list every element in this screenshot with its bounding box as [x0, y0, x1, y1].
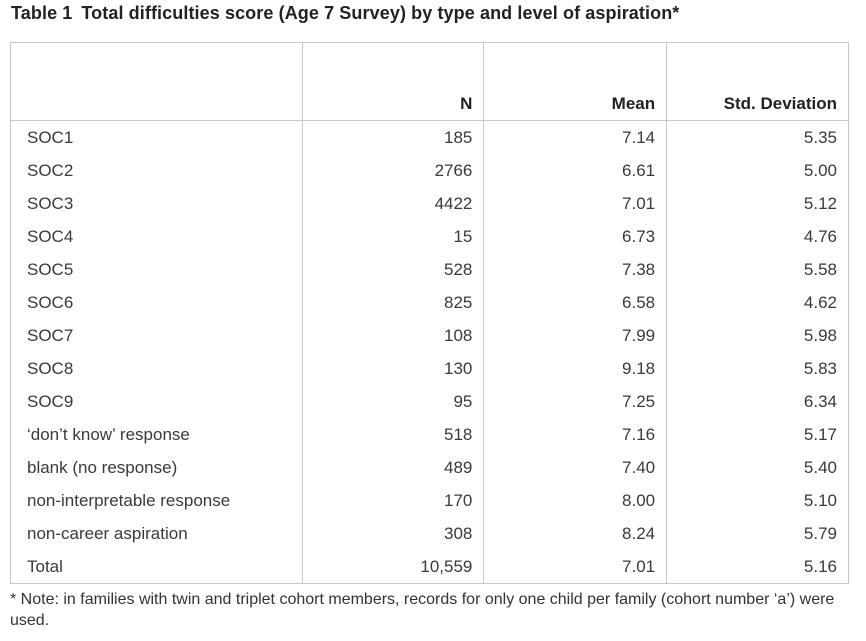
cell-mean: 7.40 — [483, 451, 668, 484]
row-label: SOC8 — [10, 352, 303, 385]
cell-mean: 8.24 — [483, 517, 668, 550]
row-label: ‘don’t know’ response — [10, 418, 303, 451]
row-label: non-career aspiration — [10, 517, 303, 550]
cell-n: 170 — [301, 484, 485, 517]
cell-mean: 7.01 — [483, 550, 668, 584]
cell-n: 2766 — [301, 154, 485, 187]
row-label: non-interpretable response — [10, 484, 303, 517]
cell-std-deviation: 5.00 — [666, 154, 849, 187]
cell-n: 15 — [301, 220, 485, 253]
table-row: SOC5 528 7.38 5.58 — [10, 253, 849, 286]
cell-mean: 7.25 — [483, 385, 668, 418]
cell-std-deviation: 4.76 — [666, 220, 849, 253]
cell-mean: 7.99 — [483, 319, 668, 352]
row-label: SOC4 — [10, 220, 303, 253]
table-row: SOC9 95 7.25 6.34 — [10, 385, 849, 418]
row-label: SOC2 — [10, 154, 303, 187]
table-number: Table 1 — [11, 3, 73, 23]
cell-std-deviation: 5.12 — [666, 187, 849, 220]
table-row: blank (no response) 489 7.40 5.40 — [10, 451, 849, 484]
cell-mean: 6.61 — [483, 154, 668, 187]
header-row: N Mean Std. Deviation — [10, 42, 849, 121]
row-label: SOC6 — [10, 286, 303, 319]
cell-n: 518 — [301, 418, 485, 451]
table-body: SOC1 185 7.14 5.35 SOC2 2766 6.61 5.00 SOC3 4422 7… — [10, 120, 849, 584]
data-table: N Mean Std. Deviation SOC1 185 7.14 5.35 SOC… — [10, 42, 849, 584]
table-row: SOC1 185 7.14 5.35 — [10, 120, 849, 154]
cell-n: 95 — [301, 385, 485, 418]
cell-n: 108 — [301, 319, 485, 352]
table-row: ‘don’t know’ response 518 7.16 5.17 — [10, 418, 849, 451]
cell-std-deviation: 4.62 — [666, 286, 849, 319]
cell-mean: 6.58 — [483, 286, 668, 319]
cell-std-deviation: 5.10 — [666, 484, 849, 517]
row-label: SOC5 — [10, 253, 303, 286]
table-row: non-career aspiration 308 8.24 5.79 — [10, 517, 849, 550]
cell-std-deviation: 5.35 — [666, 120, 849, 154]
row-label: SOC1 — [10, 120, 303, 154]
cell-std-deviation: 5.16 — [666, 550, 849, 584]
row-label: Total — [10, 550, 303, 584]
table-header: N Mean Std. Deviation — [10, 42, 849, 121]
header-std-deviation: Std. Deviation — [666, 42, 849, 121]
cell-std-deviation: 6.34 — [666, 385, 849, 418]
cell-n: 825 — [301, 286, 485, 319]
cell-std-deviation: 5.83 — [666, 352, 849, 385]
cell-mean: 9.18 — [483, 352, 668, 385]
cell-mean: 7.01 — [483, 187, 668, 220]
table-row: SOC8 130 9.18 5.83 — [10, 352, 849, 385]
row-label: SOC7 — [10, 319, 303, 352]
cell-n: 4422 — [301, 187, 485, 220]
cell-std-deviation: 5.58 — [666, 253, 849, 286]
row-label: SOC3 — [10, 187, 303, 220]
cell-n: 489 — [301, 451, 485, 484]
header-rowlabel — [10, 42, 303, 121]
table-row: Total 10,559 7.01 5.16 — [10, 550, 849, 584]
table-title: Total difficulties score (Age 7 Survey) … — [81, 3, 680, 23]
cell-std-deviation: 5.79 — [666, 517, 849, 550]
cell-n: 130 — [301, 352, 485, 385]
cell-mean: 6.73 — [483, 220, 668, 253]
cell-std-deviation: 5.40 — [666, 451, 849, 484]
table-footnote: * Note: in families with twin and triple… — [10, 591, 835, 629]
cell-n: 308 — [301, 517, 485, 550]
cell-mean: 7.14 — [483, 120, 668, 154]
table-row: SOC2 2766 6.61 5.00 — [10, 154, 849, 187]
header-n: N — [301, 42, 485, 121]
header-mean: Mean — [483, 42, 668, 121]
cell-std-deviation: 5.17 — [666, 418, 849, 451]
table-row: SOC4 15 6.73 4.76 — [10, 220, 849, 253]
table-row: SOC6 825 6.58 4.62 — [10, 286, 849, 319]
cell-n: 528 — [301, 253, 485, 286]
cell-mean: 7.38 — [483, 253, 668, 286]
cell-mean: 7.16 — [483, 418, 668, 451]
table-row: SOC3 4422 7.01 5.12 — [10, 187, 849, 220]
cell-std-deviation: 5.98 — [666, 319, 849, 352]
table-caption: Table 1 Total difficulties score (Age 7 S… — [11, 3, 679, 24]
cell-mean: 8.00 — [483, 484, 668, 517]
row-label: SOC9 — [10, 385, 303, 418]
cell-n: 185 — [301, 120, 485, 154]
table-row: non-interpretable response 170 8.00 5.10 — [10, 484, 849, 517]
table-row: SOC7 108 7.99 5.98 — [10, 319, 849, 352]
row-label: blank (no response) — [10, 451, 303, 484]
cell-n: 10,559 — [301, 550, 485, 584]
